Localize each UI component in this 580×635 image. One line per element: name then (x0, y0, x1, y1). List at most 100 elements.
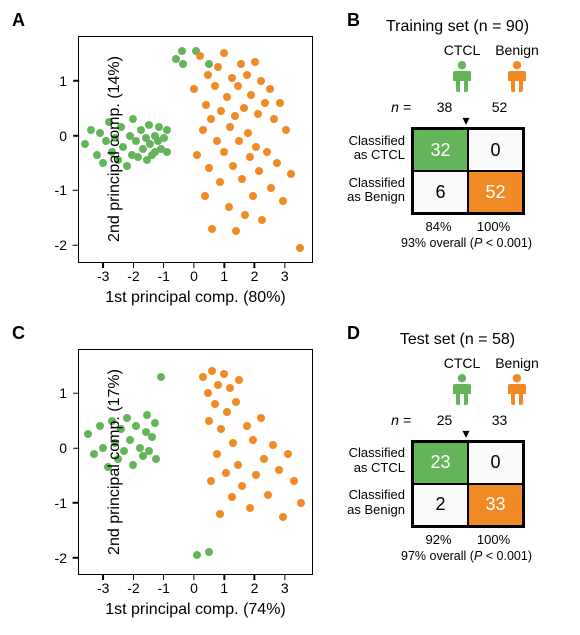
n-row: n =3852 (347, 99, 568, 115)
panel-d: D Test set (n = 58)CTCLBenignn =2533▾Cla… (343, 323, 572, 626)
data-point (178, 47, 186, 55)
data-point (244, 129, 252, 137)
x-tick: -1 (157, 580, 169, 596)
data-point (269, 441, 277, 449)
y-tick: 0 (59, 440, 67, 456)
data-point (249, 192, 257, 200)
data-point (234, 461, 242, 469)
data-point (249, 436, 257, 444)
icon-row (411, 373, 568, 410)
data-point (134, 153, 142, 161)
data-point (139, 145, 147, 153)
data-point (226, 123, 234, 131)
person-icon (449, 60, 475, 92)
x-tick: 0 (190, 268, 198, 284)
row-label: Classifiedas Benign (347, 169, 411, 211)
data-point (246, 504, 254, 512)
scatter-a-xlabel: 1st principal comp. (80%) (78, 289, 313, 307)
data-point (252, 143, 260, 151)
data-point (255, 167, 263, 175)
data-point (202, 101, 210, 109)
data-point (252, 471, 260, 479)
data-point (223, 408, 231, 416)
data-point (211, 400, 219, 408)
overall-text: 97% overall (P < 0.001) (401, 549, 511, 563)
col-pct: 84% (411, 219, 466, 234)
figure-page: A -3-2-10123-2-101 1st principal comp. (… (0, 0, 580, 635)
col-headers: CTCLBenign (411, 42, 568, 58)
y-tick: 0 (59, 128, 67, 144)
data-point (157, 373, 165, 381)
data-point (266, 85, 274, 93)
data-point (287, 170, 295, 178)
x-tick: -3 (97, 268, 109, 284)
panel-c-label: C (12, 323, 25, 344)
conf-cell: 32 (413, 129, 468, 171)
data-point (213, 450, 221, 458)
x-tick: -2 (127, 580, 139, 596)
data-point (190, 85, 198, 93)
data-point (87, 126, 95, 134)
data-point (148, 433, 156, 441)
col-header: Benign (490, 42, 545, 58)
data-point (240, 104, 248, 112)
data-point (257, 77, 265, 85)
n-value: 52 (472, 99, 527, 115)
conf-cell: 0 (468, 442, 523, 484)
data-point (229, 439, 237, 447)
data-point (137, 126, 145, 134)
data-point (246, 153, 254, 161)
row-label: Classifiedas Benign (347, 482, 411, 524)
data-point (251, 58, 259, 66)
data-point (225, 203, 233, 211)
x-tick: 3 (281, 580, 289, 596)
conf-cell: 6 (413, 171, 468, 213)
data-point (257, 414, 265, 422)
data-point (129, 115, 137, 123)
data-point (267, 184, 275, 192)
person-icon (504, 373, 530, 405)
data-point (254, 110, 262, 118)
data-point (96, 422, 104, 430)
data-point (208, 367, 216, 375)
data-point (204, 71, 212, 79)
data-point (216, 510, 224, 518)
conf-cell: 0 (468, 129, 523, 171)
data-point (179, 60, 187, 68)
data-point (290, 477, 298, 485)
data-point (247, 91, 255, 99)
data-point (205, 548, 213, 556)
x-tick: -1 (157, 268, 169, 284)
y-tick: 1 (59, 385, 67, 401)
data-point (220, 49, 228, 57)
col-pct-row: 92%100% (411, 532, 568, 547)
scatter-c-xlabel: 1st principal comp. (74%) (78, 601, 313, 619)
col-pct: 92% (411, 532, 466, 547)
data-point (226, 384, 234, 392)
n-label: n = (347, 99, 417, 115)
data-point (258, 216, 266, 224)
data-point (160, 134, 168, 142)
panel-b: B Training set (n = 90)CTCLBenignn =3852… (343, 10, 572, 313)
panel-c: C -3-2-10123-2-101 1st principal comp. (… (8, 323, 333, 626)
data-point (199, 126, 207, 134)
data-point (132, 422, 140, 430)
data-point (282, 126, 290, 134)
confusion-d: Test set (n = 58)CTCLBenignn =2533▾Class… (347, 331, 568, 618)
data-point (205, 164, 213, 172)
x-tick: 2 (251, 580, 259, 596)
col-headers: CTCLBenign (411, 355, 568, 371)
col-header: CTCL (435, 355, 490, 371)
data-point (263, 148, 271, 156)
row-label: Classifiedas CTCL (347, 127, 411, 169)
data-point (217, 425, 225, 433)
panel-a: A -3-2-10123-2-101 1st principal comp. (… (8, 10, 333, 313)
data-point (217, 107, 225, 115)
data-point (270, 115, 278, 123)
data-point (243, 71, 251, 79)
data-point (214, 63, 222, 71)
data-point (220, 370, 228, 378)
data-point (284, 450, 292, 458)
data-point (84, 430, 92, 438)
n-label: n = (347, 412, 417, 428)
